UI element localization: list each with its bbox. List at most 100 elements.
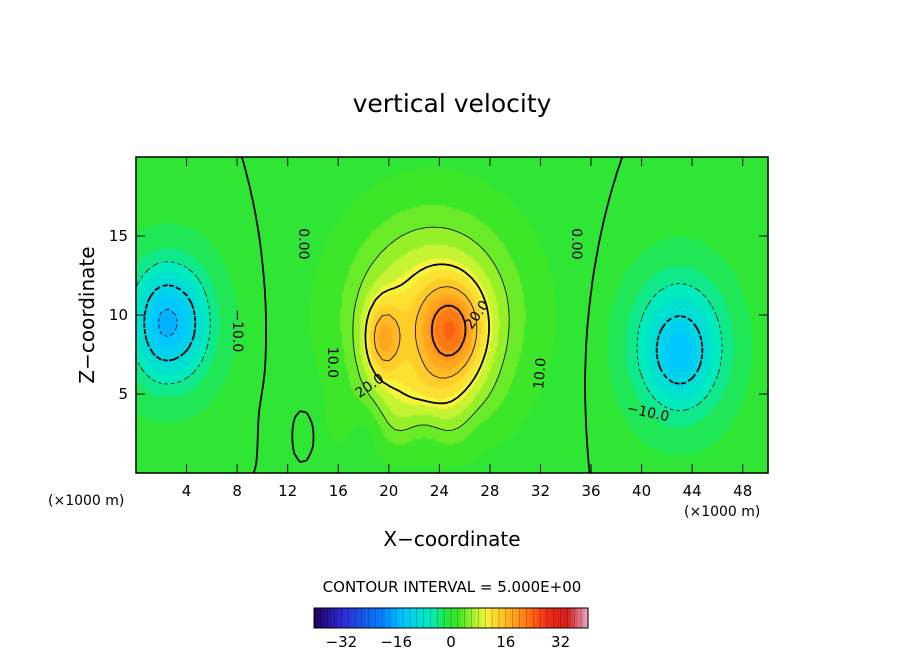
colorbar-cell [389,608,394,628]
colorbar-cell [437,608,442,628]
colorbar-frame [313,607,589,629]
colorbar-cell [324,608,329,628]
colorbar-cell [536,608,541,628]
colorbar-cell [468,608,473,628]
colorbar-cell [348,608,353,628]
colorbar-cell [533,608,538,628]
colorbar-cell [574,608,579,628]
colorbar-cell [485,608,490,628]
colorbar-cell [423,608,428,628]
colorbar-cell [433,608,438,628]
colorbar-cell [399,608,404,628]
colorbar-cell [416,608,421,628]
colorbar-cell [461,608,466,628]
contour-line [352,226,510,432]
colorbar-cell [420,608,425,628]
colorbar-cell [516,608,521,628]
colorbar-cells [313,608,589,628]
colorbar-cell [492,608,497,628]
y-axis-ticks: 5 10 15 [109,227,768,403]
x-tick-label: 16 [329,482,348,500]
colorbar-cell [382,608,387,628]
colorbar-cell [529,608,534,628]
colorbar-cell [454,608,459,628]
colorbar-cell [368,608,373,628]
colorbar-cell [512,608,517,628]
colorbar-cell [526,608,531,628]
colorbar-ticks: −32 −16 0 16 32 [326,633,571,651]
x-axis-ticks: 4 8 12 16 20 24 28 32 36 40 44 48 [182,157,752,500]
colorbar-cell [406,608,411,628]
field-shading [136,157,768,473]
colorbar-tick-label: 0 [446,633,456,651]
colorbar-cell [317,608,322,628]
chart-title: vertical velocity [353,89,552,118]
colorbar-cell [334,608,339,628]
colorbar-cell [440,608,445,628]
colorbar-cell [550,608,555,628]
contour-line [364,263,490,405]
colorbar-cell [505,608,510,628]
colorbar-cell [471,608,476,628]
colorbar-cell [502,608,507,628]
colorbar-cell [546,608,551,628]
colorbar-cell [337,608,342,628]
colorbar-cell [553,608,558,628]
colorbar-cell [540,608,545,628]
x-tick-label: 20 [379,482,398,500]
x-axis-unit: (×1000 m) [684,504,760,520]
colorbar-cell [451,608,456,628]
colorbar-cell [396,608,401,628]
colorbar-cell [564,608,569,628]
colorbar-cell [581,608,586,628]
colorbar-cell [577,608,582,628]
contour-line [431,304,467,357]
z-tick-label: 10 [109,306,128,324]
contour-lines [136,157,723,473]
colorbar: −32 −16 0 16 32 [313,607,589,651]
x-tick-label: 36 [581,482,600,500]
colorbar-cell [358,608,363,628]
colorbar-cell [478,608,483,628]
contour-interval-text: CONTOUR INTERVAL = 5.000E+00 [323,578,582,596]
z-tick-label: 15 [109,227,128,245]
colorbar-cell [430,608,435,628]
contour-label: 10.0 [531,357,550,389]
colorbar-tick-label: 16 [496,633,515,651]
x-tick-label: 40 [632,482,651,500]
contour-line [158,308,178,338]
colorbar-cell [344,608,349,628]
colorbar-cell [543,608,548,628]
colorbar-cell [427,608,432,628]
colorbar-cell [365,608,370,628]
contour-line [143,284,704,385]
colorbar-cell [403,608,408,628]
colorbar-cell [509,608,514,628]
x-tick-label: 48 [733,482,752,500]
colorbar-cell [331,608,336,628]
contour-line [241,157,624,473]
colorbar-cell [447,608,452,628]
colorbar-cell [372,608,377,628]
colorbar-cell [570,608,575,628]
x-tick-label: 24 [430,482,449,500]
contour-label: −10.0 [229,309,245,352]
colorbar-cell [498,608,503,628]
colorbar-cell [457,608,462,628]
colorbar-tick-label: −32 [326,633,358,651]
colorbar-cell [355,608,360,628]
colorbar-cell [327,608,332,628]
colorbar-cell [444,608,449,628]
colorbar-cell [481,608,486,628]
colorbar-cell [314,608,319,628]
colorbar-cell [567,608,572,628]
colorbar-cell [385,608,390,628]
colorbar-tick-label: −16 [380,633,412,651]
z-axis-unit: (×1000 m) [48,493,124,509]
colorbar-cell [488,608,493,628]
contour-label: 10.0 [324,347,340,378]
colorbar-cell [495,608,500,628]
colorbar-cell [584,608,589,628]
x-axis-label: X−coordinate [383,527,520,551]
